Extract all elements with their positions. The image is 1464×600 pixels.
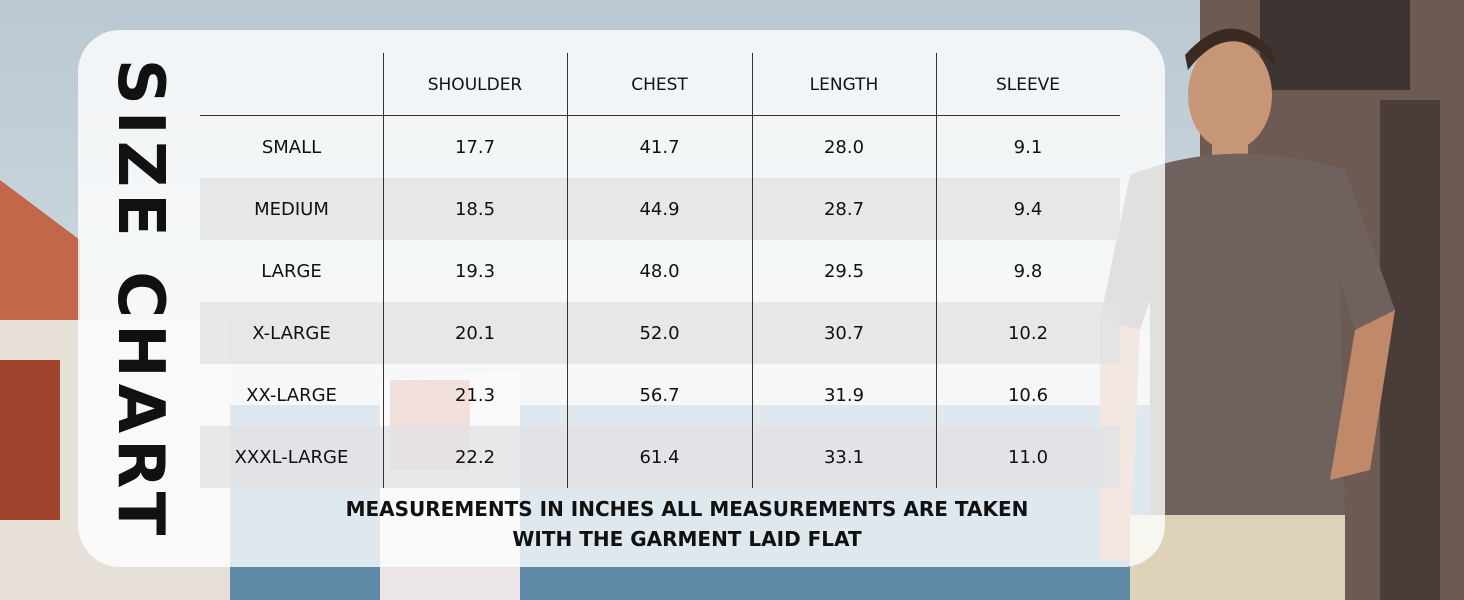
measurement: 30.7 [823,322,865,344]
column-rule [567,53,568,488]
column-header: SLEEVE [995,75,1061,95]
measurement: 9.4 [1013,198,1043,220]
column-header: CHEST [631,75,688,95]
size-label: LARGE [261,260,322,282]
measurement: 29.5 [823,260,865,282]
measurement: 52.0 [639,322,680,344]
measurement: 31.9 [823,384,865,406]
size-label: XXXL-LARGE [234,446,349,468]
column-header: SHOULDER [427,75,523,95]
size-label: XX-LARGE [246,384,337,406]
size-label: MEDIUM [254,198,329,220]
row-shade [200,178,1120,240]
column-rule [936,53,937,488]
note-line: WITH THE GARMENT LAID FLAT [512,527,862,551]
measurement: 48.0 [639,260,680,282]
measurement: 10.2 [1007,322,1049,344]
measurement: 9.1 [1013,136,1043,158]
measurement: 41.7 [639,136,680,158]
measurement: 33.1 [823,446,865,468]
measurement: 61.4 [639,446,680,468]
measurement: 9.8 [1013,260,1043,282]
header-rule [200,115,1120,116]
measurement: 11.0 [1007,446,1049,468]
column-rule [752,53,753,488]
measurement: 21.3 [454,384,496,406]
measurement: 20.1 [454,322,496,344]
measurement: 28.0 [823,136,865,158]
measurement: 44.9 [639,198,680,220]
row-shade [200,302,1120,364]
size-label: SMALL [261,136,322,158]
column-rule [383,53,384,488]
measurement: 22.2 [454,446,496,468]
title: SIZE CHART [103,58,177,542]
measurement: 17.7 [454,136,496,158]
measurement: 19.3 [454,260,496,282]
size-label: X-LARGE [252,322,331,344]
note-line: MEASUREMENTS IN INCHES ALL MEASUREMENTS … [345,497,1029,521]
measurement: 10.6 [1007,384,1049,406]
row-shade [200,426,1120,488]
measurement: 18.5 [454,198,496,220]
column-header: LENGTH [809,75,879,95]
measurement: 56.7 [639,384,680,406]
measurement: 28.7 [823,198,865,220]
